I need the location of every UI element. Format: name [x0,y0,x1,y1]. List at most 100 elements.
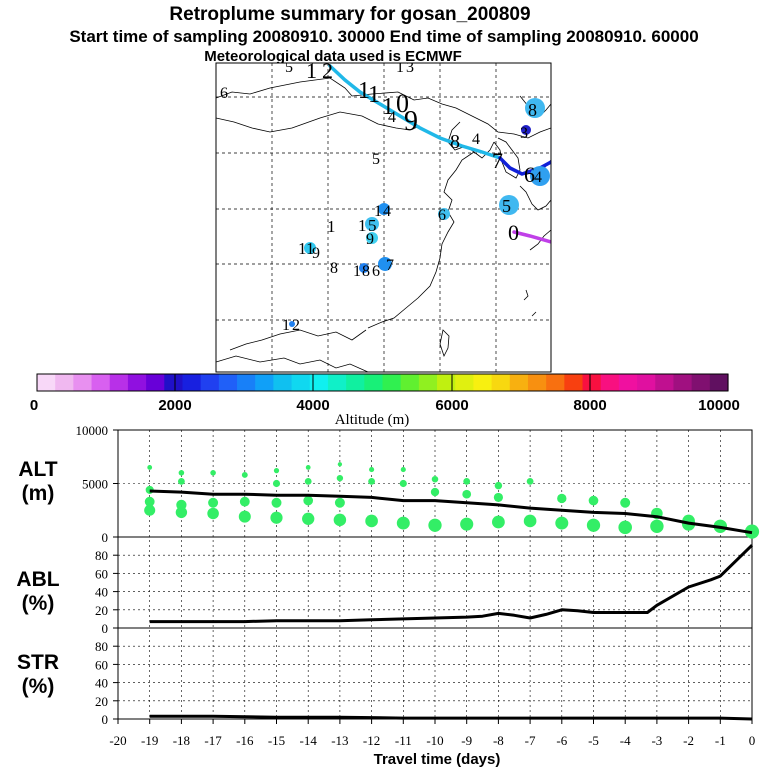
x-tick-label: -15 [268,733,285,748]
str-panel-unit: (%) [22,675,55,698]
alt-cluster-dot [620,497,631,508]
abl-y-ticks: 80 60 40 20 0 [95,548,118,636]
map-number: 9 [366,231,374,248]
x-tick-label: -11 [395,733,412,748]
alt-cluster-dot [304,477,312,485]
colorbar-cell [655,374,675,391]
map-number: 4 [388,109,396,126]
map-number: 9 [312,245,320,262]
alt-cluster-dot [144,504,156,516]
colorbar-cell [709,374,729,391]
x-tick-label: -5 [588,733,599,748]
alt-cluster-dot [400,467,406,473]
vertical-gridlines [149,430,721,719]
map-number: 8 [330,260,338,277]
map-number: 2 [322,58,333,83]
map-background [216,63,551,372]
colorbar-cell [691,374,711,391]
colorbar-cell [673,374,693,391]
cluster-blob [521,125,531,135]
alt-cluster-dot [493,492,503,503]
alt-panel-unit: (m) [22,482,55,505]
alt-cluster-dot [492,515,505,529]
map-number: 1 [374,203,382,220]
alt-cluster-dot [430,487,440,497]
alt-cluster-dot [302,512,315,525]
cluster-blob [378,257,392,271]
map-number: 0 [330,231,331,233]
alt-cluster-dot [369,467,375,473]
alt-cluster-dot [239,496,250,507]
alt-cluster-dot [523,514,537,528]
colorbar-tick: 6000 [435,397,468,414]
colorbar-cell [91,374,111,391]
colorbar-cell [109,374,129,391]
colorbar-cell [200,374,220,391]
colorbar-cell [291,374,311,391]
map-number: 8 [528,100,537,120]
alt-cluster-dot [272,479,281,488]
alt-cluster-dot [526,477,534,485]
colorbar-cell [437,374,456,391]
meteorological-data-subtitle: Meteorological data used is ECMWF [204,48,462,65]
alt-cluster-dot [588,495,599,506]
alt-cluster-dot [305,465,311,470]
cluster-blob [365,217,379,231]
y-tick-label: 0 [102,712,109,727]
map-number: 1 [327,217,336,236]
map-number: 9 [404,106,418,137]
map-number: 7 [386,257,394,274]
series-lines [149,489,754,721]
x-tick-label: -12 [363,733,380,748]
colorbar-cell [146,374,165,391]
y-tick-label: 80 [95,548,108,563]
trajectory-lower-segment [498,156,551,176]
map-number: 4 [472,131,480,148]
colorbar-tick: 4000 [296,397,329,414]
alt-cluster-dot [428,518,442,532]
map-number: 1 [306,239,315,258]
alt-cluster-dot [271,497,282,508]
alt-cluster-dot [178,470,185,476]
horizontal-gridlines [118,483,752,702]
map-number: 1 [353,263,361,280]
alt-y-ticks: 10000 5000 0 [76,423,118,545]
alt-cluster-dot [396,516,410,530]
colorbar-cell [255,374,274,391]
map-number: 5 [372,151,380,168]
colorbar-cell [364,374,384,391]
colorbar-cell [218,374,238,391]
alt-cluster-dot [207,507,219,520]
alt-cluster-dot [147,465,153,470]
x-tick-label: -20 [109,733,126,748]
cluster-blob [304,242,316,254]
colorbar-cell [127,374,147,391]
colorbar-cell [618,374,638,391]
colorbar-cell [346,374,365,391]
map-number: 1 [396,59,404,76]
map-panel: 5 1 2 1 3 6 1 1 1 0 4 9 8 4 8 3 7 6 4 5 [215,58,552,373]
colorbar-cell [164,374,184,391]
y-tick-label: 60 [95,657,108,672]
x-tick-label: -8 [493,733,504,748]
map-number: 5 [285,59,293,76]
colorbar-cell [55,374,74,391]
alt-cluster-dot [618,520,632,535]
colorbar-tick: 2000 [158,397,191,414]
colorbar-tick: 0 [30,397,38,414]
colorbar-cell [509,374,529,391]
colorbar-dividers [174,374,591,391]
map-number: 5 [368,216,377,235]
alt-cluster-dot [238,510,251,523]
map-cluster-labels: 5 1 2 1 3 6 1 1 1 0 4 9 8 4 8 3 7 6 4 5 [220,58,542,334]
abl-series-line [149,544,754,624]
abl-panel-unit: (%) [22,592,55,615]
alt-plume-clusters [144,462,760,539]
map-number: 1 [382,94,394,120]
trajectory-upper-segment [328,64,502,160]
str-series-line [149,714,753,721]
y-tick-label: 40 [95,585,108,600]
map-number: 3 [520,125,528,142]
trajectory-high-segment [512,230,551,244]
colorbar-cell [582,374,602,391]
